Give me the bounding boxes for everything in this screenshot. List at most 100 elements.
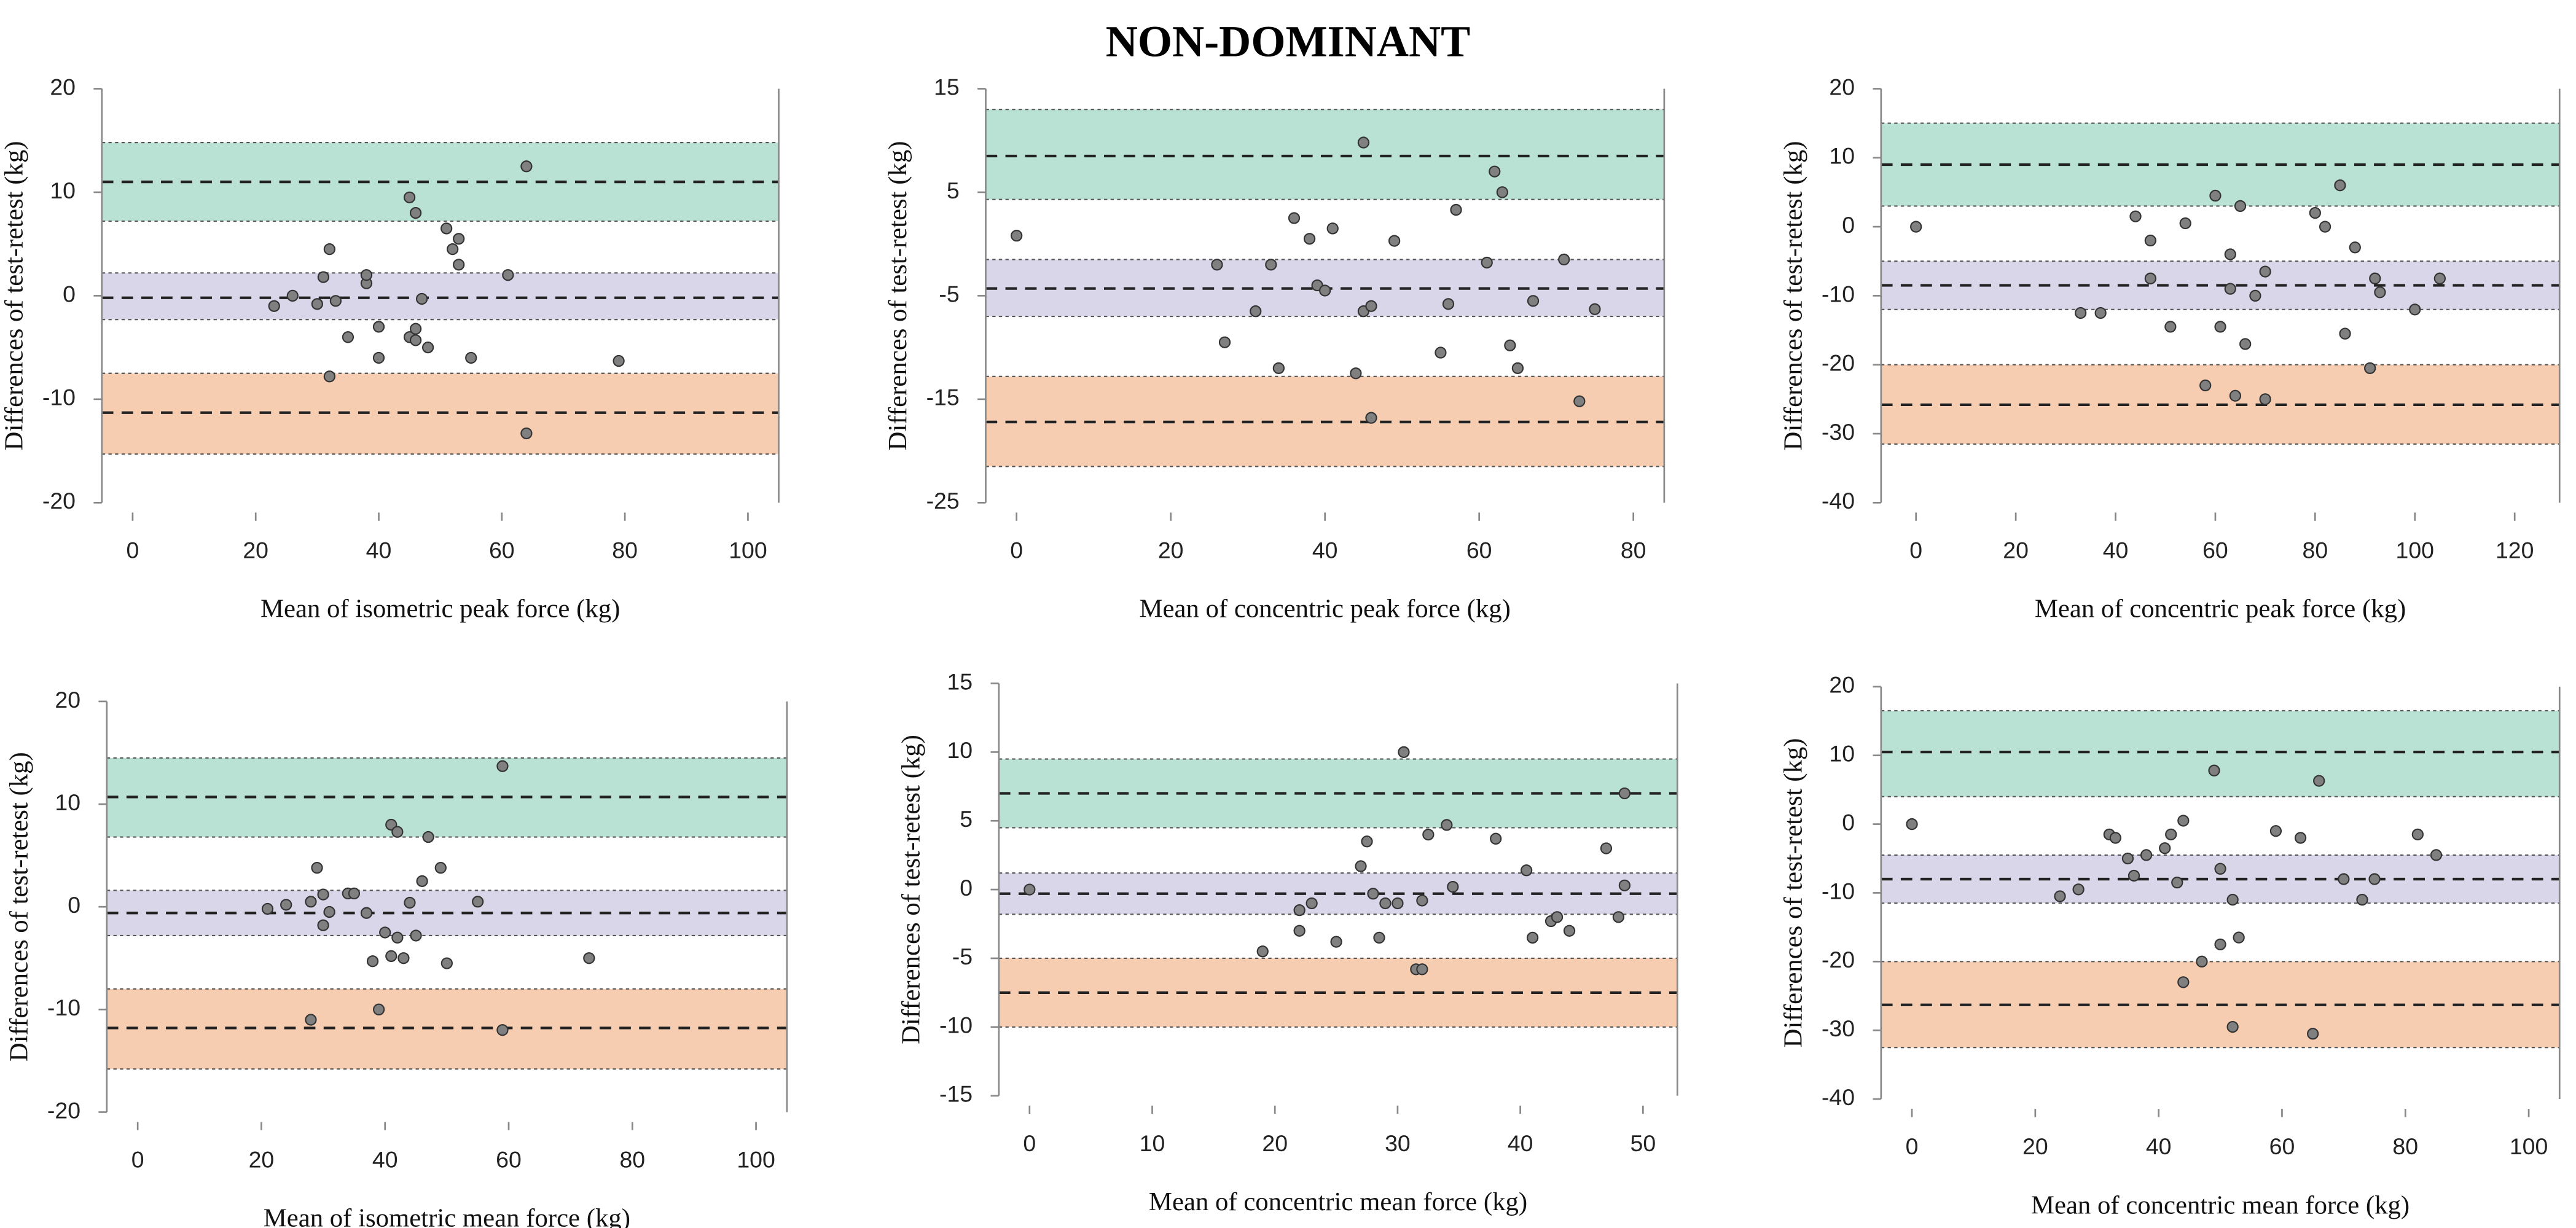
point	[317, 271, 329, 283]
point	[422, 341, 434, 354]
point	[1293, 904, 1306, 917]
point	[2433, 272, 2446, 284]
y-tick-label: 10	[50, 178, 76, 203]
point	[404, 896, 416, 909]
point	[583, 952, 595, 964]
point	[372, 321, 385, 333]
x-tick-label: 80	[2303, 537, 2328, 563]
point	[1526, 931, 1539, 944]
y-tick-label: -10	[939, 1012, 973, 1038]
point	[2164, 321, 2177, 333]
y-tick-label: 0	[68, 892, 80, 918]
point	[1288, 212, 1301, 224]
point	[1511, 362, 1524, 374]
x-tick-label: 20	[2003, 537, 2029, 563]
point	[1256, 945, 1269, 958]
point	[2259, 393, 2271, 405]
x-tick-label: 30	[1385, 1130, 1411, 1156]
point	[2356, 893, 2368, 906]
y-tick-label: 20	[1829, 74, 1855, 100]
point	[1447, 880, 1459, 893]
x-tick-label: 40	[1312, 537, 1338, 563]
point	[415, 292, 428, 305]
y-tick-label: -20	[1822, 947, 1855, 972]
point	[372, 351, 385, 364]
y-tick-label: -10	[47, 995, 80, 1020]
point	[2294, 832, 2307, 844]
point	[465, 351, 477, 364]
y-tick-label: -20	[1822, 350, 1855, 376]
y-tick-label: -30	[1822, 419, 1855, 445]
y-tick-label: 5	[947, 178, 960, 203]
x-axis-label: Mean of concentric peak force (kg)	[1139, 595, 1510, 624]
point	[1573, 395, 1586, 407]
point	[1379, 897, 1392, 910]
figure-title: NON-DOMINANT	[1106, 17, 1471, 66]
point	[1350, 367, 1362, 380]
x-tick-label: 100	[737, 1147, 775, 1173]
point	[2094, 307, 2107, 319]
point	[323, 370, 336, 383]
x-tick-label: 80	[2392, 1133, 2418, 1159]
point	[2209, 189, 2222, 202]
x-tick-label: 100	[2396, 537, 2434, 563]
point	[1422, 828, 1435, 841]
point	[329, 295, 342, 307]
point	[2128, 869, 2140, 882]
x-tick-label: 0	[1010, 537, 1023, 563]
point	[2224, 283, 2236, 295]
x-tick-label: 20	[249, 1147, 275, 1173]
point	[2374, 286, 2386, 299]
point	[2349, 241, 2361, 254]
x-tick-label: 50	[1631, 1130, 1656, 1156]
x-tick-label: 20	[2022, 1133, 2048, 1159]
y-axis-label: Differences of test-retest (kg)	[1779, 738, 1808, 1048]
point	[1612, 911, 1625, 923]
point	[2144, 272, 2156, 284]
point	[305, 1014, 317, 1026]
y-tick-label: 10	[947, 737, 973, 763]
point	[2121, 852, 2134, 865]
point	[268, 300, 280, 312]
y-tick-label: 0	[63, 281, 76, 307]
x-tick-label: 60	[2269, 1133, 2295, 1159]
point	[1250, 305, 1262, 318]
point	[1011, 230, 1023, 242]
point	[422, 831, 434, 843]
point	[385, 950, 397, 963]
point	[1330, 936, 1342, 948]
y-axis-label: Differences of test-retest (kg)	[883, 141, 912, 450]
point	[434, 862, 447, 874]
point	[1527, 295, 1540, 307]
point	[1416, 894, 1428, 907]
point	[2224, 248, 2236, 260]
point	[360, 907, 373, 919]
point	[1558, 253, 1570, 266]
point	[2364, 362, 2376, 374]
point	[2368, 873, 2381, 885]
y-tick-label: -25	[926, 488, 960, 514]
chart-panel: -20 -10 0 10 20 0 20 40 60 80 100 Mean of isometric…	[5, 687, 788, 1228]
x-tick-label: 80	[619, 1147, 645, 1173]
point	[1442, 298, 1455, 310]
x-tick-label: 80	[612, 537, 638, 563]
x-tick-label: 80	[1621, 537, 1646, 563]
point	[2249, 289, 2261, 302]
point	[2229, 389, 2242, 402]
point	[391, 931, 404, 944]
point	[1024, 883, 1036, 896]
y-tick-label: 20	[55, 687, 80, 713]
point	[391, 826, 404, 838]
point	[1496, 186, 1508, 198]
y-tick-label: 0	[960, 875, 973, 901]
point	[496, 760, 509, 772]
x-tick-label: 40	[1508, 1130, 1533, 1156]
y-tick-label: 10	[55, 789, 80, 815]
chart-panel: -25 -15 -5 5 15 0 20 40 60 80 Mean of concentric p…	[883, 74, 1666, 624]
point	[2226, 1020, 2239, 1033]
point	[2199, 379, 2212, 392]
point	[409, 206, 422, 219]
point	[2109, 832, 2122, 844]
y-tick-label: 0	[1842, 212, 1855, 238]
point	[2234, 200, 2247, 213]
